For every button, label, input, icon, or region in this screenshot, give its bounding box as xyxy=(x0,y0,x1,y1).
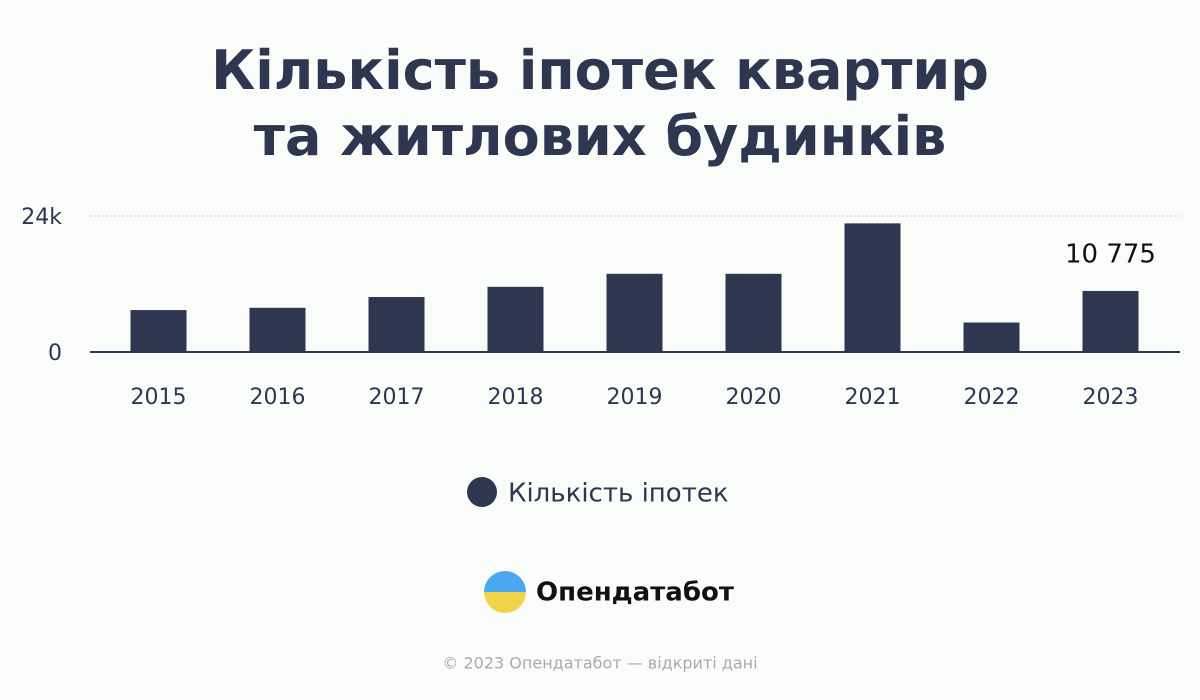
chart-title: Кількість іпотек квартир та житлових буд… xyxy=(211,39,989,168)
x-tick-label: 2021 xyxy=(845,385,901,410)
footer: © 2023 Опендатабот — відкриті дані xyxy=(442,654,757,673)
x-tick-label: 2019 xyxy=(607,385,663,410)
brand: Опендатабот xyxy=(536,578,734,608)
x-tick-label: 2022 xyxy=(964,385,1020,410)
y-tick-label: 24k xyxy=(21,205,62,230)
x-tick-label: 2018 xyxy=(488,385,544,410)
logo-icon xyxy=(484,571,526,613)
bar xyxy=(1082,290,1139,352)
legend-label: Кількість іпотек xyxy=(508,479,729,509)
x-tick-label: 2020 xyxy=(726,385,782,410)
x-tick-label: 2016 xyxy=(250,385,306,410)
bar xyxy=(368,297,425,352)
y-tick-label: 0 xyxy=(48,341,62,366)
bar xyxy=(844,223,901,352)
bar xyxy=(130,310,187,352)
bar xyxy=(606,273,663,352)
x-tick-label: 2017 xyxy=(369,385,425,410)
bar xyxy=(249,307,306,352)
bar xyxy=(963,322,1020,352)
bar xyxy=(725,273,782,352)
data-label: 10 775 xyxy=(1065,239,1156,269)
legend-marker xyxy=(467,477,497,507)
bar xyxy=(487,286,544,352)
x-tick-label: 2015 xyxy=(131,385,187,410)
x-tick-label: 2023 xyxy=(1083,385,1139,410)
